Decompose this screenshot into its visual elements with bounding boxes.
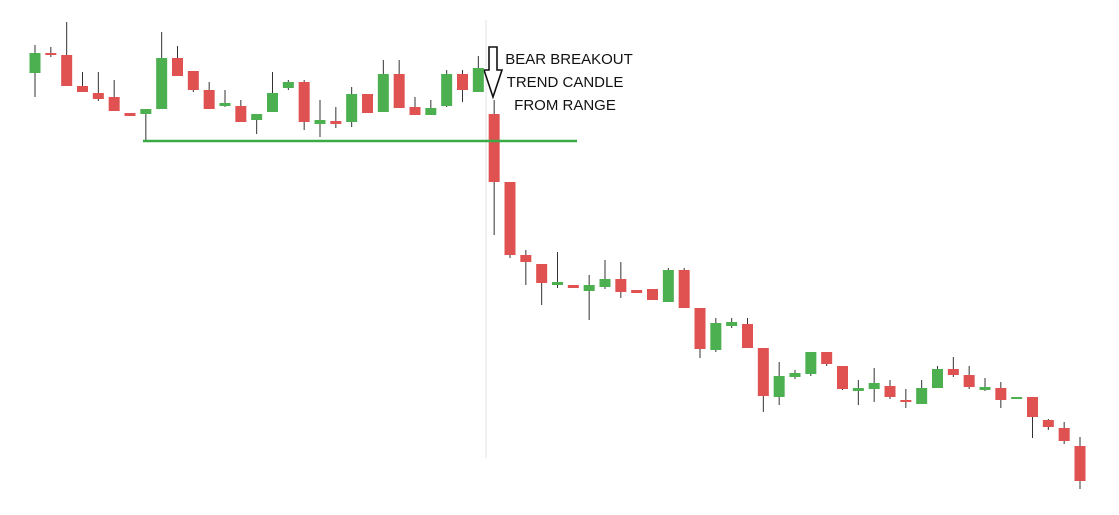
candle-body — [314, 120, 326, 124]
candle-body — [789, 373, 801, 377]
candle-body — [979, 387, 991, 390]
candle-body — [457, 74, 468, 90]
candle-body — [884, 386, 896, 397]
candle-body — [567, 285, 579, 288]
candle-body — [124, 113, 136, 116]
candle-body — [710, 323, 722, 350]
candle-body — [757, 348, 769, 396]
candle-body — [346, 94, 358, 122]
candle-body — [77, 86, 88, 92]
annotation-line: BEAR BREAKOUT — [505, 51, 633, 68]
candle-body — [805, 352, 817, 374]
candle-body — [615, 279, 627, 292]
candle-body — [425, 108, 437, 115]
candle-body — [821, 352, 833, 364]
candle-body — [61, 55, 73, 86]
candle-body — [172, 58, 183, 76]
candle-body — [932, 369, 943, 388]
candle-body — [868, 383, 880, 389]
candle-body — [156, 58, 168, 109]
candle-body — [916, 388, 928, 404]
candle-body — [1011, 397, 1023, 399]
candle-body — [472, 68, 484, 92]
candle-body — [393, 74, 405, 108]
candle-body — [995, 388, 1007, 400]
candle-body — [29, 53, 41, 73]
candle-body — [773, 376, 785, 397]
candle-body — [678, 270, 690, 308]
candle-body — [377, 74, 389, 112]
candle-body — [1042, 420, 1054, 427]
candle-body — [362, 94, 373, 113]
candle-body — [298, 82, 310, 122]
candle-body — [45, 53, 57, 55]
candle-body — [1027, 397, 1038, 417]
candle-body — [251, 114, 263, 120]
candle-body — [647, 289, 658, 300]
candle-body — [441, 74, 453, 106]
candle-body — [108, 97, 120, 111]
candle-body — [282, 82, 294, 88]
candle-body — [187, 71, 199, 90]
candle-body — [536, 264, 548, 283]
candle-body — [900, 400, 912, 402]
candle-body — [504, 182, 516, 255]
annotation-line: TREND CANDLE — [507, 74, 624, 91]
candle-body — [947, 369, 959, 375]
candle-body — [219, 103, 231, 106]
candle-body — [520, 255, 532, 262]
candle-body — [963, 375, 975, 387]
candle-body — [140, 109, 152, 114]
candle-body — [852, 388, 864, 391]
candle-body — [662, 270, 674, 302]
annotation-line: FROM RANGE — [514, 97, 616, 114]
candle-body — [837, 366, 848, 389]
candle-body — [203, 90, 215, 109]
candle-body — [235, 106, 247, 122]
candle-body — [267, 93, 278, 112]
candle-body — [742, 324, 753, 348]
candle-body — [599, 279, 611, 287]
candle-body — [552, 282, 563, 285]
annotation-arrow — [482, 46, 504, 100]
candle-body — [409, 107, 421, 115]
candle-body — [488, 114, 500, 182]
candle-body — [92, 93, 104, 99]
candle-body — [1058, 428, 1070, 441]
candle-body — [330, 121, 342, 124]
candle-body — [631, 290, 643, 293]
candle-body — [726, 322, 738, 326]
candle-body — [1074, 446, 1086, 481]
candle-body — [694, 308, 706, 349]
candle-body — [583, 285, 595, 291]
